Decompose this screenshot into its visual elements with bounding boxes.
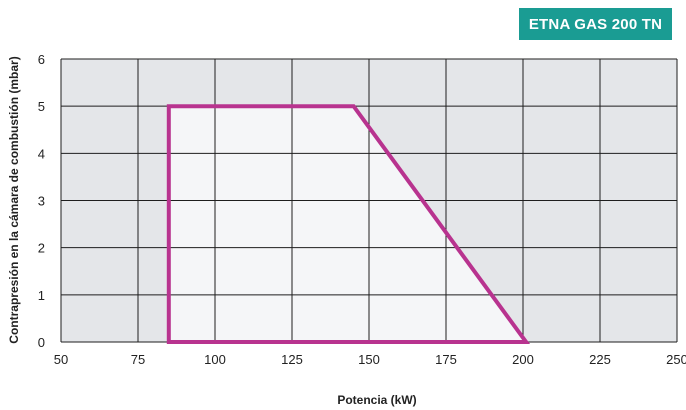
chart-title-badge: ETNA GAS 200 TN (519, 8, 672, 40)
x-tick-label: 150 (358, 352, 380, 367)
x-tick-label: 200 (512, 352, 534, 367)
y-tick-label: 1 (38, 288, 45, 303)
x-tick-label: 250 (666, 352, 686, 367)
operating-region-fill (168, 106, 527, 342)
y-tick-label: 3 (38, 194, 45, 209)
y-tick-label: 6 (38, 52, 45, 67)
y-axis-label: Contrapresión en la cámara de combustión… (7, 56, 21, 343)
y-tick-label: 0 (38, 335, 45, 350)
y-tick-label: 2 (38, 241, 45, 256)
x-tick-label: 225 (589, 352, 611, 367)
y-tick-label: 4 (38, 146, 45, 161)
y-tick-label: 5 (38, 99, 45, 114)
x-tick-label: 100 (204, 352, 226, 367)
x-tick-label: 50 (54, 352, 68, 367)
x-tick-label: 175 (435, 352, 457, 367)
operating-region-outline (166, 104, 531, 344)
x-tick-label: 75 (131, 352, 145, 367)
x-axis-label: Potencia (kW) (337, 393, 416, 407)
x-tick-label: 125 (281, 352, 303, 367)
